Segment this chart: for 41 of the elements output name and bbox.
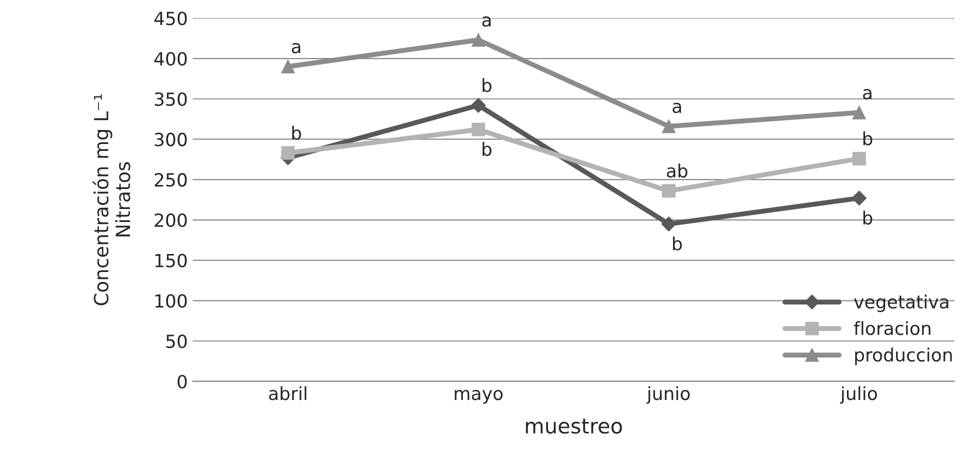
annotation: a [672,102,681,114]
annotation: b [482,142,492,156]
point [661,216,676,232]
y-tick-label: 300 [154,132,187,146]
legend-label: floracion [854,321,930,336]
annotation: b [482,78,492,92]
annotation: a [863,89,872,100]
y-tick-label: 50 [166,334,187,348]
x-axis-title: muestreo [526,418,622,434]
y-tick-label: 150 [155,254,187,268]
annotation: a [482,16,491,27]
annotation: b [863,210,872,225]
y-tick-label: 400 [154,52,187,66]
point [472,122,486,136]
y-tick-label: 0 [178,374,187,388]
y-tick-label: 350 [154,92,187,106]
x-tick-label: julio [840,386,877,404]
legend-label: vegetativa [854,294,948,312]
point [852,106,866,120]
y-tick-label: 200 [154,213,187,228]
y-axis-title: Concentración mg L⁻¹ Nitratos [92,94,130,306]
point [852,152,866,166]
annotation: b [673,236,682,250]
point [281,60,295,74]
annotation: b [292,126,302,140]
y-tick-label: 450 [154,12,187,26]
point [852,190,867,206]
y-tick-label: 250 [154,173,187,187]
point [470,98,486,113]
point [472,33,486,47]
point [662,120,676,134]
annotation: a [292,43,300,54]
x-tick-label: mayo [454,390,503,404]
annotation: b [863,131,872,146]
point [281,146,295,160]
x-tick-label: junio [646,386,690,404]
point [662,184,676,198]
y-tick-label: 100 [155,294,187,308]
annotation: ab [666,164,688,178]
x-tick-label: abril [269,386,306,400]
legend-label: produccion [855,348,952,366]
